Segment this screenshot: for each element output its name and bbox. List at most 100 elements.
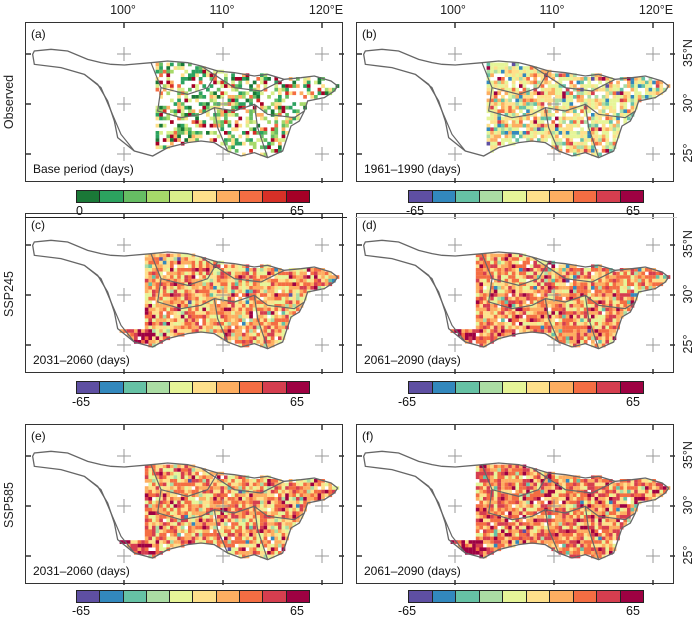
grid-cell bbox=[238, 525, 243, 530]
grid-cell bbox=[152, 322, 156, 326]
grid-cell bbox=[504, 62, 509, 67]
grid-cell bbox=[576, 293, 581, 297]
grid-cell bbox=[180, 518, 185, 523]
grid-cell bbox=[162, 318, 167, 323]
grid-cell bbox=[533, 325, 538, 330]
grid-cell bbox=[601, 343, 606, 348]
grid-cell bbox=[587, 314, 592, 319]
grid-cell bbox=[565, 497, 570, 501]
grid-cell bbox=[177, 482, 181, 487]
sub-basin-boundary bbox=[200, 467, 285, 494]
grid-cell bbox=[504, 493, 509, 498]
grid-cell bbox=[605, 486, 610, 490]
grid-cell bbox=[576, 318, 581, 323]
grid-cell bbox=[508, 271, 512, 276]
grid-cell bbox=[605, 489, 610, 494]
grid-cell bbox=[609, 493, 613, 498]
grid-cell bbox=[533, 102, 538, 106]
grid-cell bbox=[130, 329, 135, 333]
grid-cell bbox=[292, 500, 297, 505]
grid-cell bbox=[234, 329, 239, 333]
grid-cell bbox=[468, 336, 473, 341]
grid-cell bbox=[206, 471, 210, 476]
grid-cell bbox=[547, 486, 552, 490]
graticule-cross bbox=[216, 288, 230, 302]
grid-cell bbox=[195, 300, 199, 305]
grid-cell bbox=[245, 536, 250, 541]
grid-cell bbox=[299, 268, 304, 272]
grid-cell bbox=[249, 102, 253, 106]
grid-cell bbox=[501, 264, 505, 269]
grid-cell bbox=[303, 489, 307, 494]
grid-cell bbox=[576, 271, 581, 276]
grid-cell bbox=[242, 282, 246, 287]
grid-cell bbox=[173, 134, 178, 139]
grid-cell bbox=[159, 95, 163, 99]
grid-cell bbox=[159, 109, 163, 114]
grid-cell bbox=[162, 260, 167, 265]
grid-cell bbox=[206, 479, 210, 483]
grid-cell bbox=[483, 296, 487, 301]
grid-cell bbox=[594, 102, 599, 106]
grid-cell bbox=[195, 268, 199, 272]
grid-cell bbox=[576, 286, 581, 290]
map bbox=[357, 23, 675, 183]
grid-cell bbox=[177, 286, 181, 290]
grid-cell bbox=[544, 497, 548, 501]
grid-cell bbox=[231, 318, 235, 323]
grid-cell bbox=[288, 511, 293, 516]
grid-cell bbox=[177, 127, 181, 132]
grid-cell bbox=[562, 479, 566, 483]
grid-cell bbox=[170, 300, 174, 305]
grid-cell bbox=[166, 138, 171, 142]
grid-cell bbox=[583, 500, 588, 505]
grid-cell bbox=[195, 500, 199, 505]
grid-cell bbox=[591, 77, 595, 81]
grid-cell bbox=[242, 141, 246, 146]
grid-cell bbox=[591, 127, 595, 132]
grid-cell bbox=[641, 278, 646, 283]
grid-cell bbox=[493, 522, 498, 526]
grid-cell bbox=[558, 304, 563, 308]
grid-cell bbox=[321, 275, 325, 279]
grid-cell bbox=[544, 80, 548, 85]
grid-cell bbox=[475, 282, 480, 287]
grid-cell bbox=[634, 293, 638, 297]
grid-cell bbox=[652, 282, 656, 287]
grid-cell bbox=[260, 307, 264, 312]
grid-cell bbox=[310, 497, 315, 501]
graticule-cross bbox=[117, 288, 131, 302]
grid-cell bbox=[583, 329, 588, 333]
grid-cell bbox=[281, 84, 286, 88]
grid-cell bbox=[137, 547, 142, 552]
grid-cell bbox=[170, 253, 174, 258]
sub-basin-boundary bbox=[150, 62, 219, 95]
grid-cell bbox=[637, 479, 642, 483]
grid-cell bbox=[627, 271, 631, 276]
grid-cell bbox=[213, 95, 217, 99]
grid-cell bbox=[537, 260, 541, 265]
grid-cell bbox=[177, 105, 181, 110]
grid-cell bbox=[224, 489, 228, 494]
grid-cell bbox=[504, 120, 509, 124]
grid-cell bbox=[166, 471, 171, 476]
grid-cell bbox=[583, 271, 588, 276]
grid-cell bbox=[475, 300, 480, 305]
grid-cell bbox=[652, 80, 656, 85]
grid-cell bbox=[202, 300, 207, 305]
grid-cell bbox=[191, 497, 196, 501]
grid-cell bbox=[180, 87, 185, 92]
grid-cell bbox=[612, 497, 617, 501]
grid-cell bbox=[184, 540, 189, 544]
grid-cell bbox=[522, 507, 527, 512]
grid-cell bbox=[184, 468, 189, 472]
grid-cell bbox=[562, 304, 566, 308]
grid-cell bbox=[299, 482, 304, 487]
grid-cell bbox=[170, 540, 174, 544]
grid-cell bbox=[296, 77, 300, 81]
grid-cell bbox=[180, 275, 185, 279]
grid-cell bbox=[270, 138, 275, 142]
grid-cell bbox=[141, 540, 145, 544]
grid-cell bbox=[511, 87, 516, 92]
grid-cell bbox=[497, 471, 502, 476]
